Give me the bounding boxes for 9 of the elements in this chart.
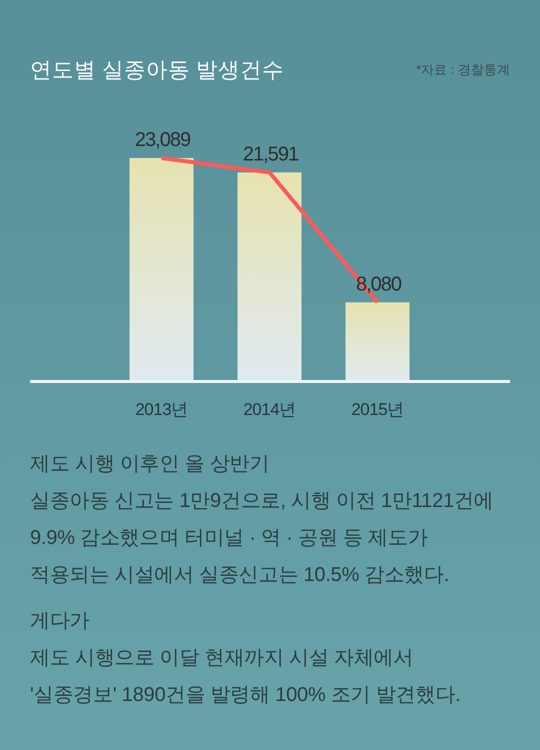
x-tick-label: 2015년 [351, 400, 404, 419]
text: 게다가 제도 시행으로 이달 현재까지 시설 자체에서 '실종경보' 1890건을 발령해 100% 조기 발견했다. [30, 609, 460, 708]
chart-title: 연도별 실종아동 발생건수 [30, 58, 284, 82]
text: *자료 : 경찰통계 [416, 62, 510, 77]
text: 제도 시행 이후인 올 상반기 실종아동 신고는 1만9건으로, 시행 이전 1만1121건에 9.9% 감소했으며 터미널 · 역 · 공원 등 제도가 적용되는 시설에서 실종신고는 10.5% 감소했다. [30, 452, 494, 588]
data-label: 23,089 [134, 129, 191, 151]
x-tick-label: 2013년 [135, 400, 188, 419]
data-label: 21,591 [242, 143, 299, 166]
x-tick-label: 2014년 [243, 400, 296, 419]
